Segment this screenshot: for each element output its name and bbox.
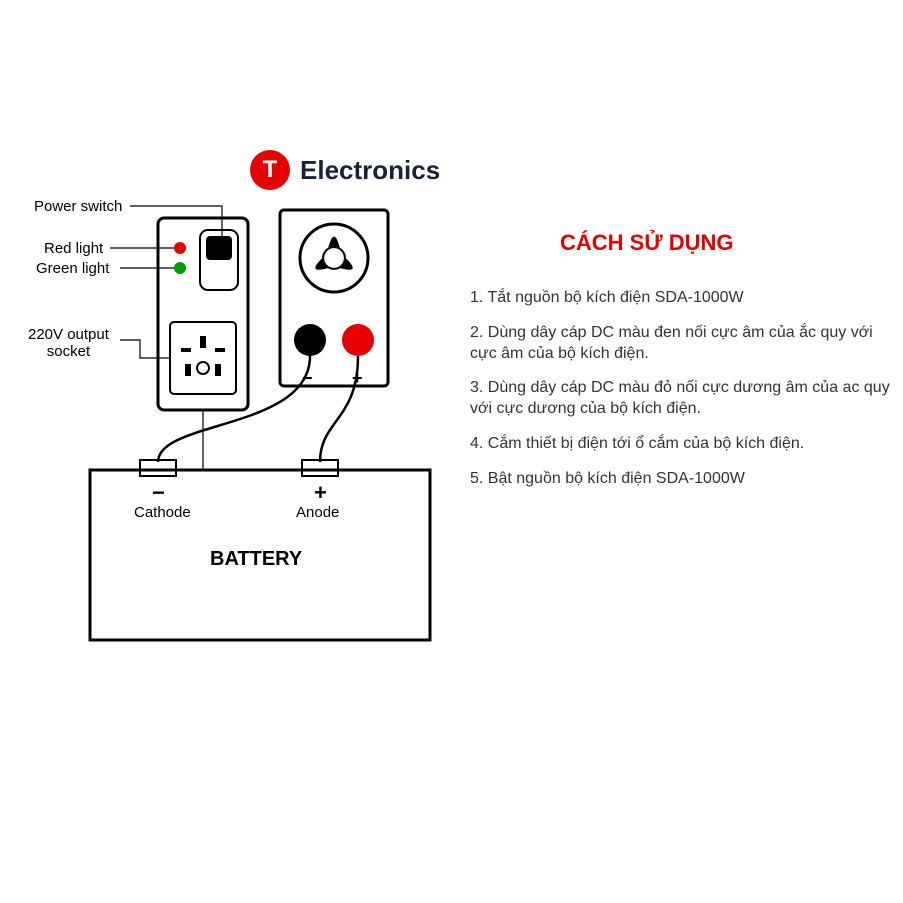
label-power-switch: Power switch: [34, 198, 122, 215]
battery-minus-label: −: [152, 480, 165, 506]
label-cathode: Cathode: [134, 504, 191, 521]
label-red-light: Red light: [44, 240, 103, 257]
instruction-step: 5. Bật nguồn bộ kích điện SDA-1000W: [470, 469, 890, 490]
instruction-step: 1. Tắt nguồn bộ kích điện SDA-1000W: [470, 288, 890, 309]
label-anode: Anode: [296, 504, 339, 521]
battery-plus-label: +: [314, 480, 327, 506]
diagram-canvas: T Electronics Power switch Red light Gre…: [0, 0, 903, 903]
instruction-step: 2. Dùng dây cáp DC màu đen nối cực âm củ…: [470, 323, 890, 365]
label-220v-socket: 220V output socket: [28, 326, 109, 360]
label-battery: BATTERY: [210, 548, 302, 571]
usage-heading: CÁCH SỬ DỤNG: [560, 230, 733, 256]
terminal-minus-label: −: [302, 368, 313, 389]
label-green-light: Green light: [36, 260, 109, 277]
instructions-block: 1. Tắt nguồn bộ kích điện SDA-1000W 2. Dù…: [470, 288, 890, 504]
terminal-plus-label: +: [352, 368, 363, 389]
instruction-step: 4. Cắm thiết bị điện tới ổ cắm của bộ kí…: [470, 434, 890, 455]
instruction-step: 3. Dùng dây cáp DC màu đỏ nối cực dương …: [470, 378, 890, 420]
